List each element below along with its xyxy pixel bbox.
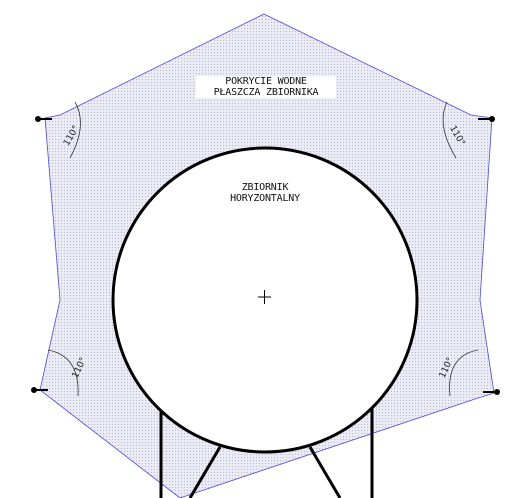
tank-label-line1: ZBIORNIK	[241, 182, 289, 193]
angle-arc-bottom-right	[449, 349, 479, 397]
tank-label-line2: HORYZONTALNY	[230, 193, 300, 204]
tank-label: ZBIORNIK HORYZONTALNY	[210, 182, 320, 204]
nozzle-top-right	[478, 116, 495, 122]
tank-center-mark	[258, 290, 271, 304]
angle-arc-top-left	[69, 101, 81, 159]
angle-arc-bottom-left	[47, 349, 79, 397]
coverage-label-line1: POKRYCIE WODNE	[225, 76, 307, 87]
coverage-label: POKRYCIE WODNE PŁASZCZA ZBIORNIKA	[196, 76, 336, 98]
angle-arc-top-right	[442, 101, 457, 159]
coverage-label-line2: PŁASZCZA ZBIORNIKA	[213, 87, 319, 98]
nozzle-top-left	[35, 116, 52, 122]
nozzle-bottom-right	[483, 389, 500, 395]
nozzle-bottom-left	[31, 387, 48, 393]
